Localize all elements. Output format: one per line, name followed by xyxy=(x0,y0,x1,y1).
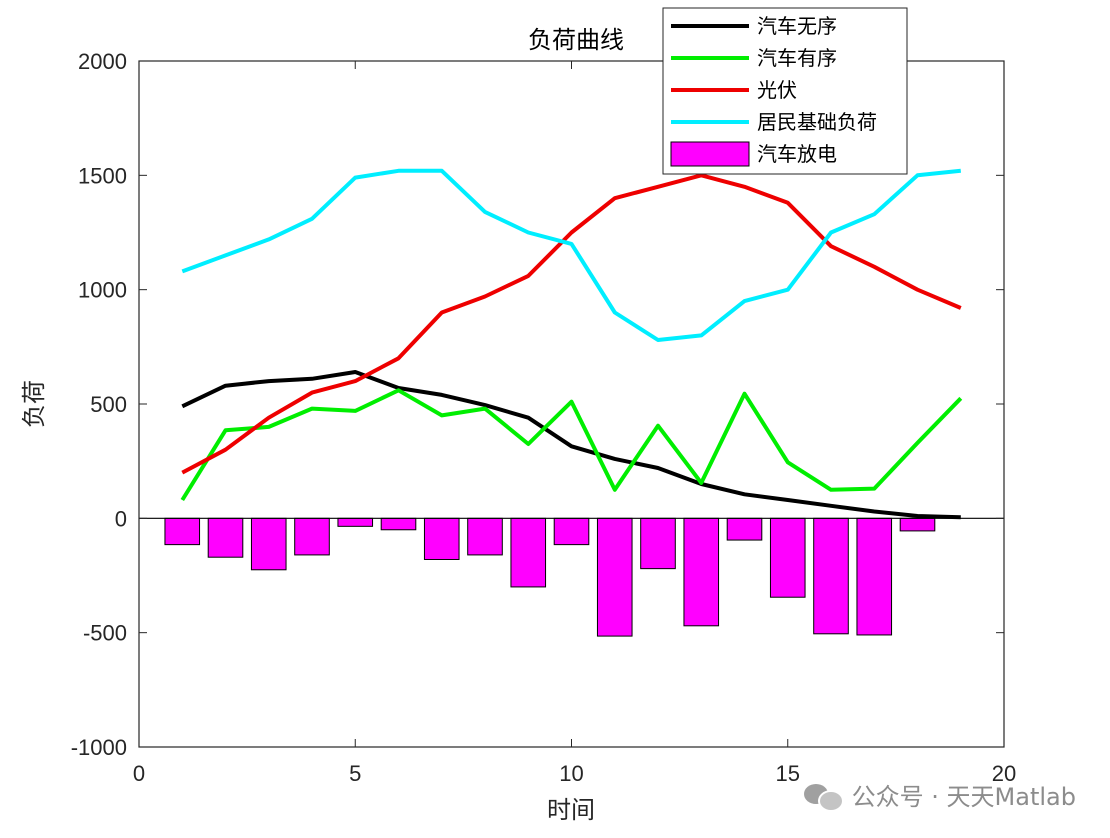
y-tick-label: -1000 xyxy=(71,735,127,760)
x-tick-label: 10 xyxy=(559,761,583,786)
ticks-layer: 0 5 10 15 20 -1000 -500 0 500 1000 1500 2000 xyxy=(71,49,1017,786)
bar-11 xyxy=(596,517,633,637)
x-tick-label: 20 xyxy=(992,761,1016,786)
watermark-text: 公众号 · 天天Matlab xyxy=(851,783,1076,811)
bar-10 xyxy=(553,517,590,546)
bar-9 xyxy=(510,517,547,588)
x-tick-label: 15 xyxy=(776,761,800,786)
bar-6 xyxy=(380,517,417,531)
wechat-icon xyxy=(803,780,844,812)
y-tick-label: 1000 xyxy=(78,278,127,303)
legend-label-1: 汽车无序 xyxy=(757,14,837,38)
bar-14 xyxy=(726,517,763,541)
bar-4 xyxy=(294,517,330,556)
x-axis-title: 时间 xyxy=(547,796,595,824)
legend-swatch-5 xyxy=(670,141,750,167)
bar-2 xyxy=(207,517,244,558)
bar-17 xyxy=(856,517,893,636)
bar-8 xyxy=(467,517,503,556)
lines-layer xyxy=(180,168,963,520)
bar-12 xyxy=(640,517,676,570)
series-line-4 xyxy=(181,168,962,342)
y-tick-label: 1500 xyxy=(78,163,127,188)
bar-13 xyxy=(683,517,720,627)
legend-label-3: 光伏 xyxy=(757,78,797,102)
bar-15 xyxy=(769,517,806,598)
x-tick-label: 0 xyxy=(133,761,145,786)
series-line-2 xyxy=(180,388,963,502)
legend-label-4: 居民基础负荷 xyxy=(757,110,877,134)
y-tick-label: 0 xyxy=(115,506,127,531)
bar-1 xyxy=(164,517,201,546)
legend-label-2: 汽车有序 xyxy=(757,46,837,70)
y-tick-label: 2000 xyxy=(78,49,127,74)
series-line-1 xyxy=(181,370,961,520)
bar-16 xyxy=(813,517,849,635)
bar-3 xyxy=(250,517,287,571)
chart-title: 负荷曲线 xyxy=(528,26,624,54)
legend-label-5: 汽车放电 xyxy=(757,142,837,166)
bars-layer xyxy=(164,517,936,637)
y-tick-label: -500 xyxy=(83,621,127,646)
bar-5 xyxy=(337,517,374,527)
bar-7 xyxy=(423,517,460,560)
y-tick-label: 500 xyxy=(90,392,127,417)
bar-18 xyxy=(899,517,936,532)
x-tick-label: 5 xyxy=(349,761,361,786)
watermark: 公众号 · 天天Matlab xyxy=(803,777,1076,812)
y-axis-title: 负荷 xyxy=(20,380,48,428)
series-line-3 xyxy=(181,173,962,475)
